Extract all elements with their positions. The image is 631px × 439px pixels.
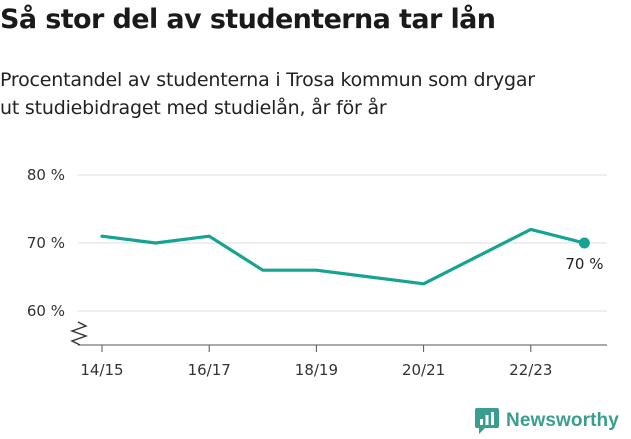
y-tick-label: 70 % [27,234,65,252]
subtitle-line-2: ut studiebidraget med studielån, år för … [0,97,387,119]
end-point-group: 70 % [565,237,603,273]
y-tick-label: 80 % [27,166,65,184]
x-tick-label: 20/21 [402,361,445,379]
brand-name: Newsworthy [506,410,619,431]
y-axis-labels: 60 % 70 % 80 % [27,166,65,320]
line-chart: 60 % 70 % 80 % 14/15 16/17 18/19 20/21 22/23 7… [27,166,607,379]
x-tick-label: 16/17 [188,361,231,379]
y-tick-label: 60 % [27,302,65,320]
x-tick-label: 18/19 [295,361,338,379]
x-axis: 14/15 16/17 18/19 20/21 22/23 [78,344,607,379]
series-lines [100,227,586,286]
subtitle-line-1: Procentandel av studenterna i Trosa komm… [0,69,535,91]
brand-logo: Newsworthy [475,406,619,436]
y-axis-break-icon [69,321,89,346]
x-tick-label: 14/15 [80,361,123,379]
series-line [100,227,586,286]
last-point-label: 70 % [565,255,603,273]
chart-title: Så stor del av studenterna tar lån [0,4,496,35]
x-tick-label: 22/23 [509,361,552,379]
chart-subtitle: Procentandel av studenterna i Trosa komm… [0,66,631,122]
last-data-point [578,237,590,249]
newsworthy-logo-icon [475,408,499,434]
